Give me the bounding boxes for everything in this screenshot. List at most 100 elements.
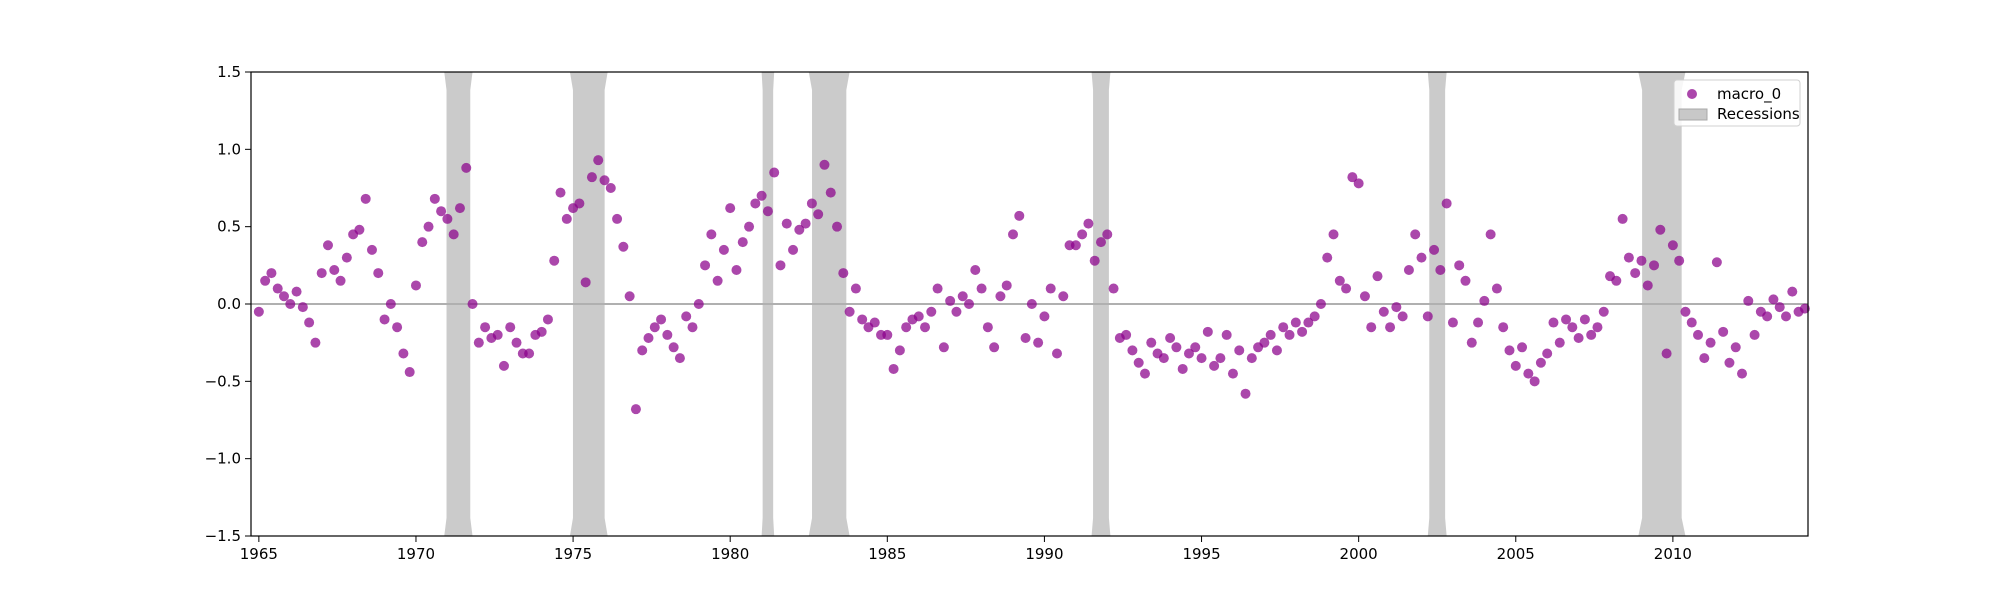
data-point: [1240, 388, 1251, 399]
data-point: [360, 193, 371, 204]
x-tick-label: 2005: [1497, 545, 1535, 563]
data-point: [1554, 337, 1565, 348]
data-point: [310, 337, 321, 348]
data-point: [1617, 213, 1628, 224]
data-point: [668, 342, 679, 353]
data-point: [316, 268, 327, 279]
data-point: [1718, 326, 1729, 337]
data-point: [1630, 268, 1641, 279]
legend-label-recessions: Recessions: [1717, 105, 1800, 123]
data-point: [1529, 376, 1540, 387]
data-point: [1297, 326, 1308, 337]
data-point: [1328, 229, 1339, 240]
data-point: [436, 206, 447, 217]
data-point: [700, 260, 711, 271]
data-point: [1699, 353, 1710, 364]
data-point: [725, 203, 736, 214]
data-point: [1416, 252, 1427, 263]
data-point: [762, 206, 773, 217]
x-tick-label: 1975: [554, 545, 592, 563]
data-point: [285, 299, 296, 309]
data-point: [1278, 322, 1289, 333]
data-point: [1202, 326, 1213, 337]
data-point: [291, 286, 302, 297]
data-point: [1799, 303, 1810, 314]
data-point: [1165, 333, 1176, 344]
data-point: [769, 167, 780, 178]
data-point: [599, 175, 610, 186]
data-point: [341, 252, 352, 263]
data-point: [536, 326, 547, 337]
data-point: [329, 264, 340, 275]
data-point: [1498, 322, 1509, 333]
data-point: [1517, 342, 1528, 353]
data-point: [838, 268, 849, 279]
data-point: [1598, 306, 1609, 317]
y-tick-label: 0.5: [217, 218, 241, 236]
data-point: [1014, 210, 1025, 221]
data-point: [473, 337, 484, 348]
data-point: [1674, 255, 1685, 266]
data-point: [1341, 283, 1352, 294]
data-point: [951, 306, 962, 317]
data-point: [429, 193, 440, 204]
data-point: [448, 229, 459, 240]
data-point: [976, 283, 987, 294]
data-point: [1058, 291, 1069, 302]
data-point: [1485, 229, 1496, 240]
data-point: [869, 317, 880, 328]
x-axis: 1965 1970 1975 1980 1985 1990 1995 2000 2005 2010: [240, 536, 1692, 563]
data-point: [1095, 237, 1106, 248]
data-point: [272, 283, 283, 294]
data-point: [1303, 317, 1314, 328]
data-point: [1523, 368, 1534, 379]
data-point: [806, 198, 817, 209]
data-point: [1762, 311, 1773, 322]
data-point: [524, 348, 535, 359]
data-point: [1215, 353, 1226, 364]
data-point: [417, 237, 428, 248]
data-point: [549, 255, 560, 266]
data-point: [1347, 172, 1358, 183]
data-point: [1711, 257, 1722, 268]
data-point: [957, 291, 968, 302]
data-point: [1441, 198, 1452, 209]
data-point: [1385, 322, 1396, 333]
data-point: [1158, 353, 1169, 364]
data-point: [744, 221, 755, 232]
data-point: [480, 322, 491, 333]
data-point: [1183, 348, 1194, 359]
data-point: [1422, 311, 1433, 322]
x-tick-label: 2000: [1340, 545, 1378, 563]
data-point: [857, 314, 868, 325]
data-point: [1447, 317, 1458, 328]
data-point: [385, 299, 396, 309]
data-point: [938, 342, 949, 353]
data-point: [605, 183, 616, 193]
scatter-points: [253, 155, 1810, 415]
data-point: [1567, 322, 1578, 333]
data-point: [1573, 333, 1584, 344]
data-point: [297, 302, 308, 313]
data-point: [1737, 368, 1748, 379]
data-point: [1070, 240, 1081, 251]
data-point: [1001, 280, 1012, 291]
data-point: [1724, 357, 1735, 368]
data-point: [1730, 342, 1741, 353]
data-point: [1479, 295, 1490, 306]
data-point: [1290, 317, 1301, 328]
data-point: [1429, 244, 1440, 255]
data-point: [1611, 275, 1622, 286]
y-tick-label: 1.0: [217, 140, 241, 158]
data-point: [1504, 345, 1515, 356]
x-tick-label: 1965: [240, 545, 278, 563]
data-point: [788, 244, 799, 255]
data-point: [618, 241, 629, 252]
data-point: [624, 291, 635, 302]
data-point: [1693, 329, 1704, 340]
data-point: [366, 244, 377, 255]
data-point: [1579, 314, 1590, 325]
legend: macro_0 Recessions: [1673, 79, 1801, 127]
data-point: [1322, 252, 1333, 263]
